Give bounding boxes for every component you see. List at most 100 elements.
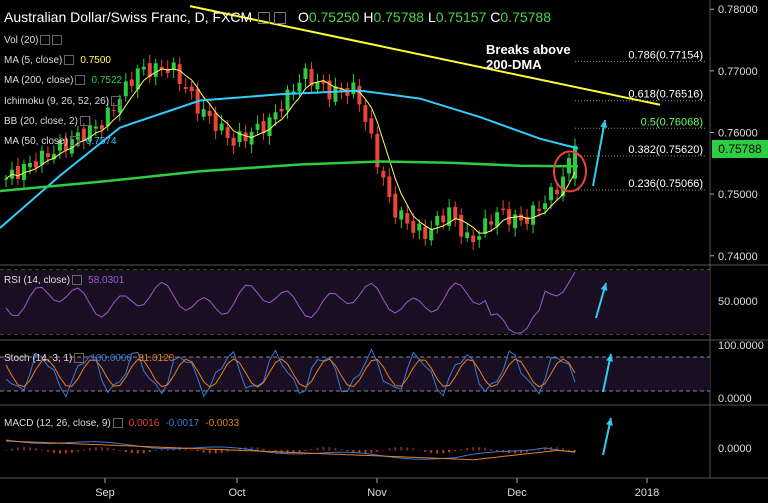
indicator-ma5[interactable]: MA (5, close) 0.7500 — [4, 55, 111, 66]
symbol-title[interactable]: Australian Dollar/Swiss Franc, D, FXCM — [4, 9, 253, 25]
macd-hist-bar — [142, 450, 145, 454]
candle-body — [81, 128, 86, 142]
chart-header: Australian Dollar/Swiss Franc, D, FXCM O… — [4, 9, 551, 25]
settings-icon[interactable] — [258, 12, 271, 25]
candle-body — [381, 170, 386, 178]
macd-signal-line — [5, 440, 576, 461]
candle-body — [429, 228, 434, 241]
candle-body — [303, 68, 308, 79]
candle-body — [357, 85, 362, 105]
macd-hist-bar — [514, 450, 517, 454]
indicator-ichimoku[interactable]: Ichimoku (9, 26, 52, 26) — [4, 96, 122, 107]
candle-body — [21, 163, 26, 180]
macd-hist-bar — [184, 448, 187, 451]
candle-body — [69, 139, 74, 154]
candle-body — [531, 205, 536, 225]
macd-hist-bar — [574, 450, 576, 452]
macd-hist-bar — [526, 450, 529, 452]
candle-body — [315, 82, 320, 90]
macd-pane — [5, 417, 613, 461]
macd-hist-bar — [202, 450, 205, 453]
macd-arrow-head — [606, 418, 613, 426]
candle-body — [573, 145, 577, 179]
macd-hist-bar — [196, 450, 199, 452]
macd-hist-bar — [52, 450, 55, 453]
rsi-arrow-head — [600, 283, 608, 291]
macd-hist-bar — [226, 450, 229, 452]
candle-body — [285, 89, 290, 111]
macd-line — [5, 439, 576, 460]
candle-body — [501, 208, 506, 211]
candle-body — [87, 125, 92, 142]
ma5-line — [5, 68, 576, 234]
candle-body — [513, 214, 518, 229]
macd-hist-bar — [256, 447, 259, 451]
x-tick-label: Oct — [228, 487, 245, 499]
candle-body — [51, 153, 56, 160]
indicator-vol[interactable]: Vol (20) — [4, 35, 63, 46]
candle-body — [201, 109, 206, 117]
settings-icon — [69, 136, 80, 147]
candle-body — [255, 123, 260, 130]
macd-hist-bar — [520, 450, 523, 453]
eye-icon[interactable] — [274, 12, 287, 25]
x-tick-label: Nov — [367, 487, 387, 499]
resistance-trendline — [189, 5, 661, 106]
macd-hist-bar — [238, 448, 241, 451]
candle-body — [45, 153, 50, 157]
price-tick-label: 0.76000 — [718, 128, 758, 140]
candle-body — [369, 118, 374, 134]
settings-icon — [79, 116, 90, 127]
macd-hist-bar — [88, 448, 91, 451]
candle-body — [39, 150, 44, 165]
macd-hist-bar — [40, 449, 43, 451]
macd-hist-bar — [442, 450, 445, 454]
candle-body — [219, 123, 224, 131]
stoch-tick-label: 0.0000 — [718, 393, 752, 405]
macd-legend[interactable]: MACD (12, 26, close, 9) 0.0016 -0.0017 -0.0… — [4, 418, 240, 429]
macd-hist-bar — [34, 448, 37, 451]
candle-body — [153, 63, 158, 77]
macd-hist-bar — [274, 450, 277, 452]
macd-hist-bar — [400, 447, 403, 451]
macd-hist-bar — [148, 450, 151, 453]
candle-body — [249, 131, 254, 145]
candle-body — [309, 68, 314, 86]
rsi-band — [0, 270, 710, 334]
macd-hist-bar — [160, 448, 163, 451]
candle-body — [489, 221, 494, 225]
candle-body — [159, 66, 164, 70]
indicator-bb[interactable]: BB (20, close, 2) — [4, 116, 90, 127]
macd-hist-bar — [130, 450, 133, 454]
macd-hist-bar — [568, 449, 571, 451]
candle-body — [495, 212, 500, 227]
stoch-pane — [0, 348, 710, 398]
macd-hist-bar — [460, 449, 463, 451]
macd-hist-bar — [5, 450, 7, 451]
x-tick-label: Dec — [507, 487, 527, 499]
macd-hist-bar — [190, 449, 193, 451]
fib-level-label: 0.236(0.75066) — [628, 178, 703, 190]
rsi-legend[interactable]: RSI (14, close) 58.0301 — [4, 275, 125, 286]
macd-hist-bar — [538, 448, 541, 451]
macd-hist-bar — [328, 447, 331, 451]
macd-hist-bar — [82, 449, 85, 451]
candle-body — [519, 214, 524, 221]
candle-body — [543, 203, 548, 210]
candle-body — [507, 209, 512, 225]
macd-hist-bar — [346, 450, 349, 452]
macd-hist-bar — [70, 450, 73, 453]
x-tick-label: 2018 — [635, 487, 659, 499]
last-price-label: 0.75788 — [712, 140, 768, 158]
stoch-legend[interactable]: Stoch (14, 3, 1) 100.0000 81.0120 — [4, 353, 175, 364]
macd-hist-bar — [22, 447, 25, 451]
macd-hist-bar — [58, 450, 61, 454]
candle-body — [453, 206, 458, 219]
candle-body — [63, 138, 68, 151]
indicator-ma200[interactable]: MA (200, close) 0.7522 — [4, 75, 123, 86]
candle-body — [471, 235, 476, 243]
candle-body — [555, 189, 560, 194]
indicator-ma50[interactable]: MA (50, close) 0.7574 — [4, 136, 117, 147]
candle-body — [27, 163, 32, 168]
settings-icon — [64, 55, 75, 66]
